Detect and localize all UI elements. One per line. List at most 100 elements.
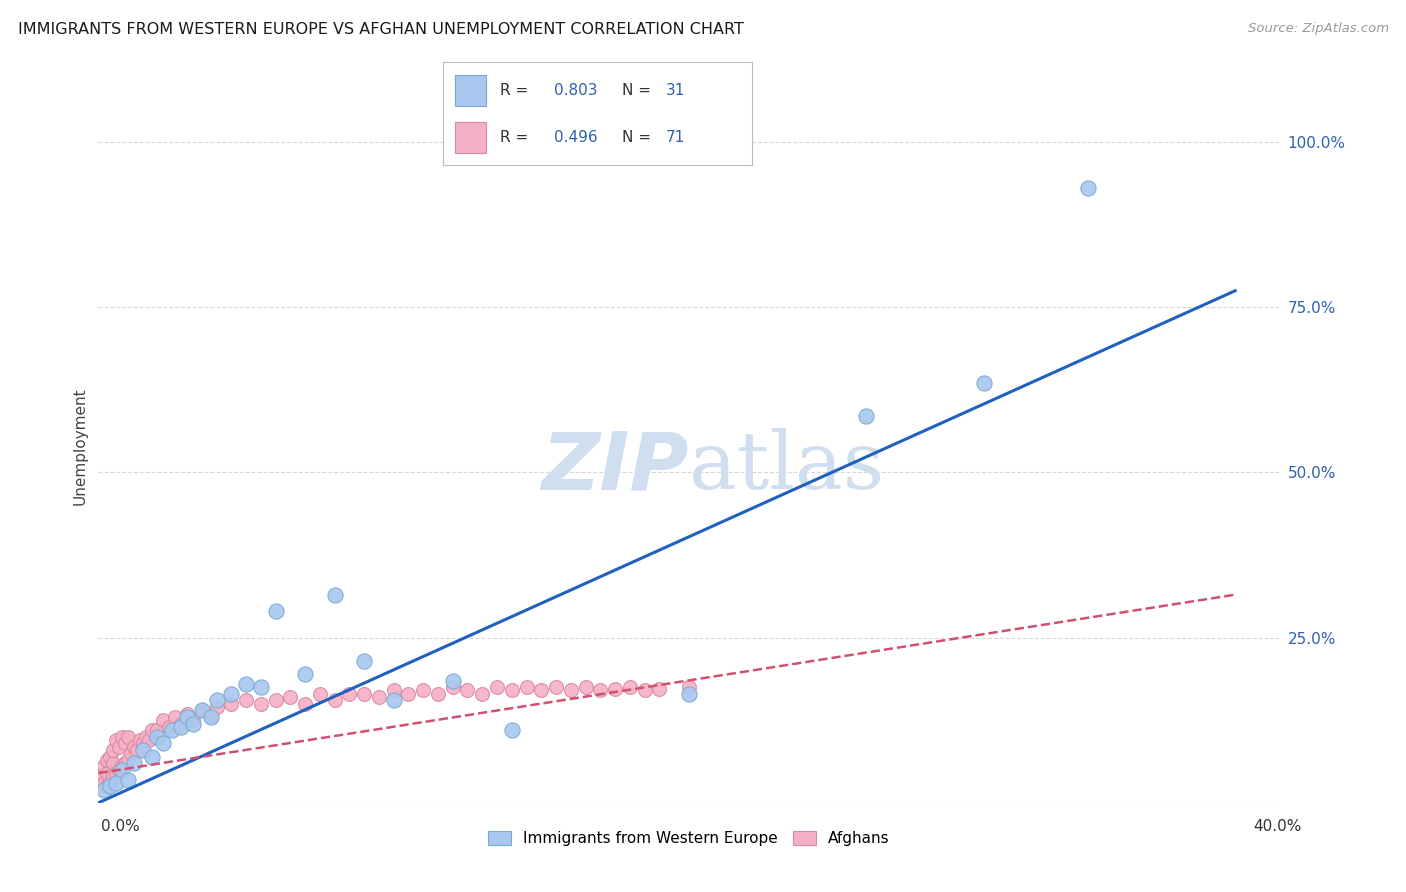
Point — [294, 697, 316, 711]
Point — [441, 673, 464, 688]
Point — [396, 687, 419, 701]
Text: 0.803: 0.803 — [554, 83, 598, 97]
Text: 40.0%: 40.0% — [1254, 820, 1302, 834]
Point — [589, 683, 612, 698]
Point — [427, 687, 450, 701]
Point — [441, 680, 464, 694]
Text: ZIP: ZIP — [541, 428, 689, 507]
Point — [108, 763, 131, 777]
Point — [294, 667, 316, 681]
Point — [855, 409, 877, 424]
Point — [191, 703, 214, 717]
Point — [105, 766, 128, 780]
Point — [103, 743, 125, 757]
Point — [264, 604, 287, 618]
Point — [111, 759, 134, 773]
Point — [157, 720, 180, 734]
Point — [368, 690, 391, 704]
Point — [678, 680, 700, 694]
Point — [165, 710, 187, 724]
Point — [515, 680, 537, 694]
Point — [200, 710, 222, 724]
Point — [152, 736, 174, 750]
Point — [339, 687, 360, 701]
Point — [114, 756, 136, 771]
Point — [152, 713, 174, 727]
Point — [412, 683, 434, 698]
Point — [98, 776, 121, 790]
Text: 0.496: 0.496 — [554, 130, 598, 145]
Point — [323, 693, 346, 707]
Text: 0.0%: 0.0% — [101, 820, 141, 834]
Point — [382, 693, 405, 707]
Point — [456, 683, 478, 698]
Point — [619, 680, 641, 694]
Point — [235, 677, 257, 691]
Point — [250, 680, 273, 694]
Point — [111, 730, 134, 744]
Point — [323, 588, 346, 602]
Text: R =: R = — [501, 130, 533, 145]
Point — [96, 779, 118, 793]
Point — [205, 700, 228, 714]
Point — [132, 743, 155, 757]
Point — [138, 733, 160, 747]
Point — [181, 713, 204, 727]
Point — [90, 769, 112, 783]
Point — [141, 749, 163, 764]
Point — [648, 682, 671, 697]
Point — [117, 772, 139, 787]
Point — [200, 710, 222, 724]
Point — [309, 687, 332, 701]
Point — [103, 756, 125, 771]
Point — [205, 693, 228, 707]
Point — [117, 753, 139, 767]
Point — [93, 776, 115, 790]
Point — [170, 716, 193, 731]
Point — [219, 687, 242, 701]
Point — [176, 710, 198, 724]
Point — [170, 720, 193, 734]
Point — [93, 759, 115, 773]
Point — [633, 683, 655, 698]
Legend: Immigrants from Western Europe, Afghans: Immigrants from Western Europe, Afghans — [482, 825, 896, 852]
Point — [501, 683, 523, 698]
Point — [181, 716, 204, 731]
Point — [191, 703, 214, 717]
Text: atlas: atlas — [689, 428, 884, 507]
Point — [98, 779, 121, 793]
Point — [122, 756, 145, 771]
Point — [141, 723, 163, 738]
Point — [128, 733, 150, 747]
Point — [93, 782, 115, 797]
Text: N =: N = — [623, 130, 657, 145]
Point — [382, 683, 405, 698]
Point — [353, 687, 375, 701]
Point — [546, 680, 568, 694]
Point — [96, 766, 118, 780]
Y-axis label: Unemployment: Unemployment — [72, 387, 87, 505]
Text: Source: ZipAtlas.com: Source: ZipAtlas.com — [1249, 22, 1389, 36]
Point — [264, 693, 287, 707]
Text: R =: R = — [501, 83, 533, 97]
Point — [486, 680, 509, 694]
Point — [90, 779, 112, 793]
Point — [176, 706, 198, 721]
Point — [678, 687, 700, 701]
Point — [111, 763, 134, 777]
Point — [125, 743, 148, 757]
Point — [235, 693, 257, 707]
FancyBboxPatch shape — [456, 75, 486, 105]
Point — [120, 746, 142, 760]
FancyBboxPatch shape — [456, 122, 486, 153]
Point — [219, 697, 242, 711]
Point — [530, 683, 553, 698]
Point — [122, 739, 145, 754]
Point — [98, 749, 121, 764]
Point — [250, 697, 273, 711]
Point — [114, 736, 136, 750]
Point — [96, 753, 118, 767]
Point — [135, 730, 157, 744]
Point — [103, 769, 125, 783]
Point — [162, 723, 183, 738]
